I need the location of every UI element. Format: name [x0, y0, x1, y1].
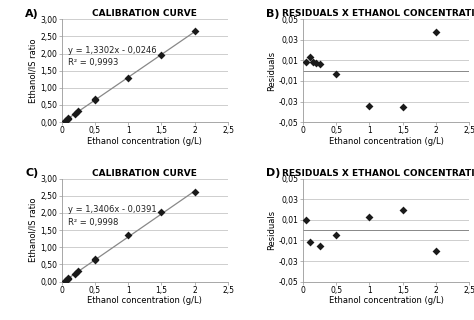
Y-axis label: Ethanol/IS ratio: Ethanol/IS ratio [28, 38, 37, 103]
Title: CALIBRATION CURVE: CALIBRATION CURVE [92, 9, 197, 19]
Point [191, 29, 199, 34]
Point [432, 29, 440, 34]
Point [64, 276, 72, 281]
Point [332, 233, 340, 238]
Text: A): A) [25, 9, 39, 19]
Point [306, 55, 313, 60]
X-axis label: Ethanol concentration (g/L): Ethanol concentration (g/L) [328, 296, 444, 305]
Point [61, 278, 69, 283]
Point [158, 210, 165, 215]
Y-axis label: Residuals: Residuals [267, 51, 276, 91]
Point [365, 103, 373, 108]
Point [316, 62, 323, 67]
Y-axis label: Ethanol/IS ratio: Ethanol/IS ratio [28, 198, 37, 262]
Point [312, 61, 320, 66]
Text: B): B) [266, 9, 280, 19]
Text: R² = 0,9998: R² = 0,9998 [68, 218, 118, 227]
Text: R² = 0,9993: R² = 0,9993 [68, 58, 118, 67]
Title: CALIBRATION CURVE: CALIBRATION CURVE [92, 169, 197, 178]
Point [399, 104, 407, 109]
Point [306, 240, 313, 245]
Text: C): C) [25, 168, 38, 179]
Point [61, 118, 69, 123]
Point [302, 60, 310, 65]
Title: RESIDUALS X ETHANOL CONCENTRATION: RESIDUALS X ETHANOL CONCENTRATION [282, 169, 474, 178]
Point [91, 96, 99, 101]
X-axis label: Ethanol concentration (g/L): Ethanol concentration (g/L) [328, 137, 444, 146]
Text: y = 1,3302x - 0,0246: y = 1,3302x - 0,0246 [68, 46, 157, 55]
Point [74, 269, 82, 274]
Point [71, 111, 79, 116]
Point [432, 248, 440, 253]
Point [124, 233, 132, 238]
Point [124, 76, 132, 81]
Point [64, 276, 72, 281]
Point [64, 116, 72, 122]
Point [316, 243, 323, 248]
Point [191, 189, 199, 194]
Point [91, 98, 99, 103]
Point [74, 109, 82, 114]
Y-axis label: Residuals: Residuals [267, 210, 276, 250]
Point [309, 60, 317, 65]
Point [399, 207, 407, 212]
Point [91, 257, 99, 262]
Point [365, 214, 373, 219]
Text: D): D) [266, 168, 281, 179]
X-axis label: Ethanol concentration (g/L): Ethanol concentration (g/L) [87, 296, 202, 305]
Point [158, 52, 165, 57]
Point [302, 217, 310, 222]
X-axis label: Ethanol concentration (g/L): Ethanol concentration (g/L) [87, 137, 202, 146]
Point [332, 71, 340, 76]
Text: y = 1,3406x - 0,0391: y = 1,3406x - 0,0391 [68, 205, 157, 214]
Point [64, 116, 72, 121]
Point [91, 257, 99, 262]
Title: RESIDUALS X ETHANOL CONCENTRATION: RESIDUALS X ETHANOL CONCENTRATION [282, 9, 474, 19]
Point [71, 271, 79, 276]
